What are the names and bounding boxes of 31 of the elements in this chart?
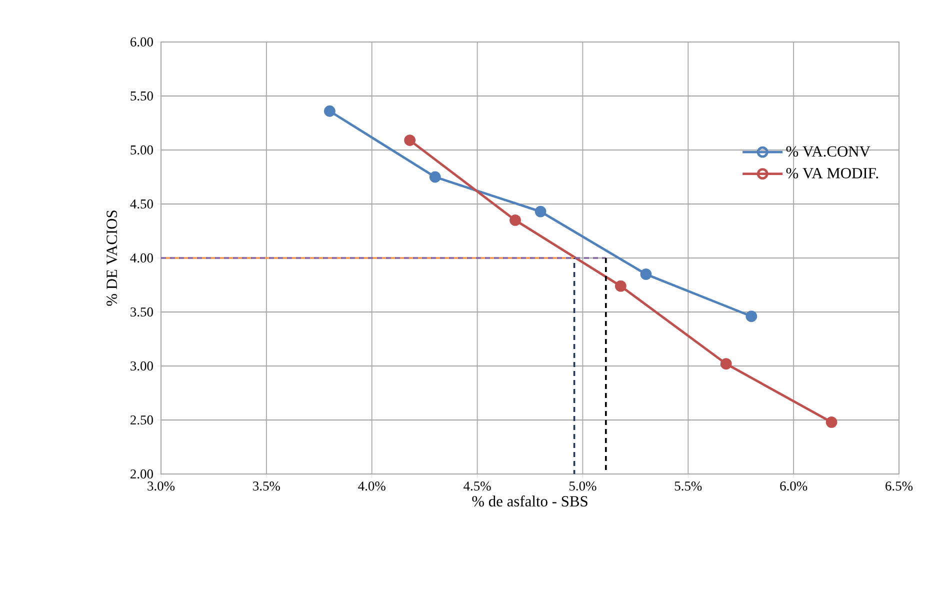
x-tick-label: 6.0% (780, 482, 808, 491)
x-tick-label: 4.0% (358, 482, 386, 491)
point (534, 206, 546, 218)
y-axis-title: % DE VACIOS (106, 210, 118, 306)
y-tick-label: 3.00 (130, 361, 153, 371)
point (510, 214, 521, 226)
legend-label: % VA.CONV (786, 146, 870, 157)
x-axis-title: % de asfalto - SBS (472, 495, 588, 507)
y-tick-label: 3.50 (130, 307, 153, 317)
y-tick-label: 6.00 (130, 37, 153, 47)
point (720, 358, 732, 370)
x-tick-label: 3.0% (148, 482, 175, 491)
point (324, 105, 336, 117)
y-tick-label: 2.00 (130, 469, 153, 479)
y-tick-label: 5.50 (130, 91, 153, 101)
point (429, 171, 441, 183)
y-tick-label: 2.50 (130, 415, 153, 425)
x-tick-label: 5.0% (569, 482, 596, 491)
point (614, 280, 626, 292)
legend-label: % VA MODIF. (786, 168, 878, 178)
point (746, 310, 758, 322)
y-tick-label: 4.00 (130, 253, 153, 263)
x-tick-label: 4.5% (464, 482, 491, 491)
x-tick-label: 3.5% (253, 482, 280, 491)
point (640, 268, 652, 280)
y-tick-label: 4.50 (130, 199, 153, 209)
point (826, 416, 838, 428)
point (404, 134, 416, 146)
x-tick-label: 6.5% (886, 482, 913, 491)
x-tick-label: 5.5% (674, 482, 702, 491)
y-tick-label: 5.00 (130, 145, 153, 155)
